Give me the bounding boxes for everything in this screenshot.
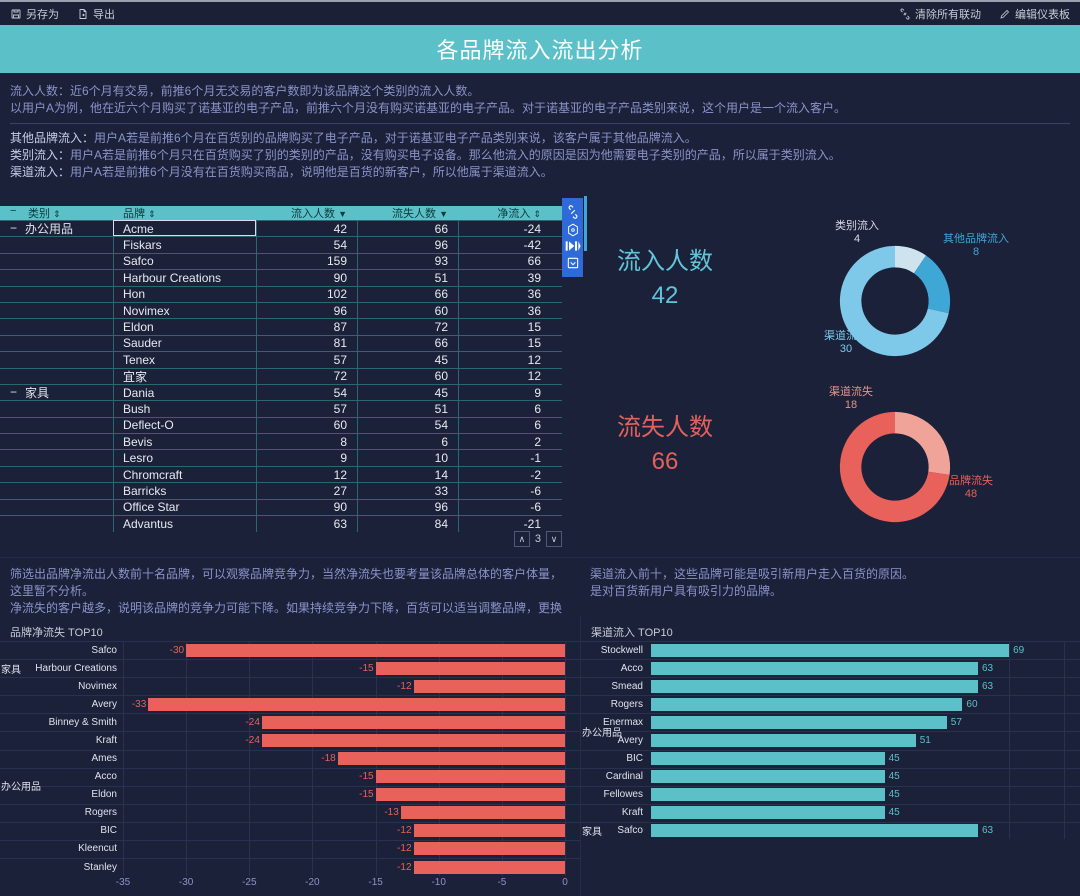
svg-text:类别流入: 类别流入 bbox=[835, 218, 879, 232]
svg-text:品牌流失: 品牌流失 bbox=[949, 473, 993, 487]
svg-text:其他品牌流入: 其他品牌流入 bbox=[943, 231, 1009, 245]
svg-text:48: 48 bbox=[965, 488, 977, 500]
svg-text:渠道流失: 渠道流失 bbox=[829, 384, 873, 398]
svg-text:30: 30 bbox=[840, 343, 852, 355]
svg-text:8: 8 bbox=[973, 246, 979, 258]
svg-text:渠道流入: 渠道流入 bbox=[824, 328, 868, 342]
svg-text:18: 18 bbox=[845, 399, 857, 411]
svg-text:4: 4 bbox=[854, 233, 860, 245]
